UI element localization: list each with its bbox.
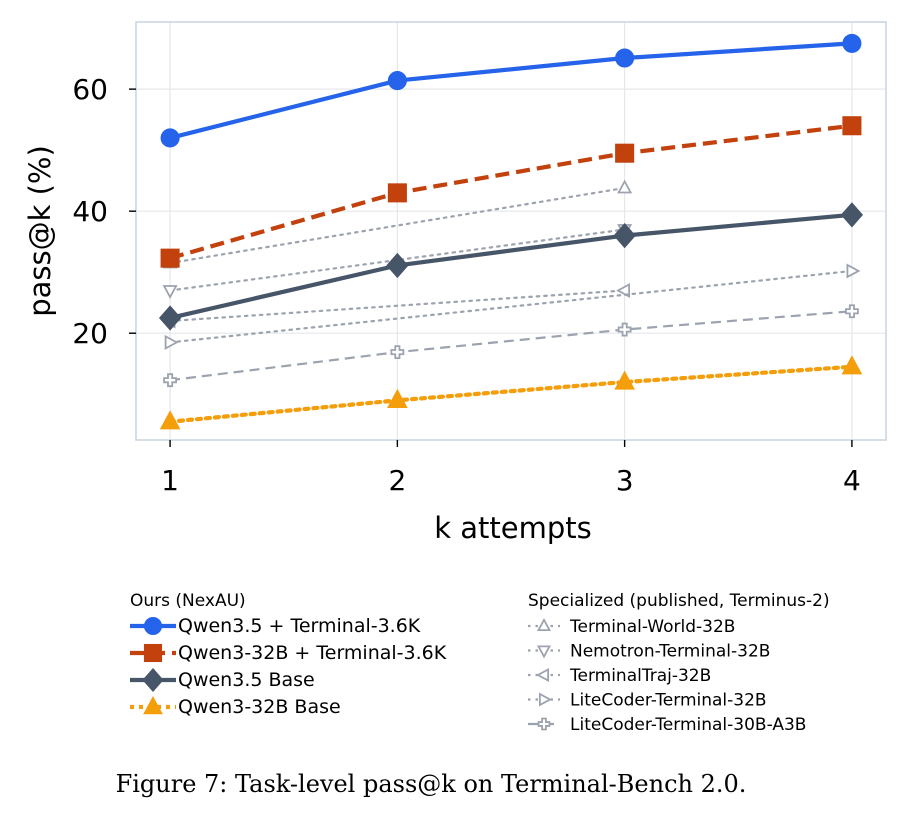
legend-marker bbox=[538, 692, 552, 707]
data-point bbox=[613, 222, 636, 249]
legend-label: Qwen3.5 + Terminal-3.6K bbox=[178, 615, 421, 637]
series-1 bbox=[160, 116, 862, 268]
data-point bbox=[159, 410, 181, 430]
data-point bbox=[387, 388, 408, 408]
data-point bbox=[387, 183, 407, 203]
y-axis-label: pass@k (%) bbox=[23, 145, 57, 317]
pass-at-k-chart: 1 2 3 4 20 40 60 k attempts pass@k (%) Ours (Nex… bbox=[23, 21, 887, 735]
x-tick-label: 2 bbox=[388, 464, 406, 497]
legend-label: TerminalTraj-32B bbox=[569, 666, 711, 686]
legend-marker bbox=[142, 667, 164, 693]
data-point bbox=[615, 143, 635, 163]
data-point bbox=[162, 285, 178, 299]
x-tick-label: 1 bbox=[161, 464, 179, 497]
data-point bbox=[842, 33, 862, 53]
legend-group-0: Ours (NexAU) Qwen3.5 + Terminal-3.6K Qwen3… bbox=[130, 591, 447, 718]
series-2 bbox=[158, 202, 864, 331]
legend-label: LiteCoder-Terminal-32B bbox=[570, 691, 767, 711]
legend-title: Ours (NexAU) bbox=[130, 591, 246, 611]
series-7 bbox=[164, 263, 861, 350]
legend-marker bbox=[143, 696, 163, 715]
legend-marker bbox=[536, 667, 550, 683]
x-axis-label: k attempts bbox=[434, 511, 592, 545]
data-point bbox=[617, 322, 632, 337]
series-8 bbox=[163, 304, 859, 388]
data-point bbox=[841, 355, 863, 375]
data-point bbox=[386, 252, 409, 279]
data-point bbox=[615, 48, 635, 68]
series-line bbox=[168, 228, 626, 292]
series-line bbox=[169, 123, 853, 261]
series-3 bbox=[159, 355, 863, 430]
data-point bbox=[840, 202, 864, 228]
y-tick-label: 20 bbox=[72, 317, 108, 350]
legend-marker bbox=[537, 717, 551, 731]
legend-marker bbox=[536, 645, 552, 659]
data-point bbox=[617, 179, 633, 194]
legend-label: Terminal-World-32B bbox=[569, 617, 735, 637]
series-line bbox=[168, 186, 626, 265]
data-point bbox=[387, 71, 407, 91]
x-tick-label: 3 bbox=[616, 464, 634, 497]
legend-group-1: Specialized (published, Terminus-2) Termi… bbox=[528, 591, 830, 735]
data-point bbox=[158, 305, 182, 331]
plot-area bbox=[136, 22, 886, 440]
data-point bbox=[846, 263, 861, 279]
series-line bbox=[167, 364, 855, 424]
data-point bbox=[164, 334, 179, 350]
series-line bbox=[169, 310, 852, 382]
series-line bbox=[169, 41, 853, 140]
series-line bbox=[169, 212, 853, 321]
legend-marker bbox=[143, 616, 163, 636]
figure-caption: Figure 7: Task-level pass@k on Terminal-… bbox=[115, 770, 747, 798]
series-0 bbox=[160, 33, 862, 148]
data-point bbox=[160, 248, 180, 268]
data-point bbox=[390, 345, 405, 360]
plot-frame bbox=[135, 21, 887, 441]
legend-label: Nemotron-Terminal-32B bbox=[570, 642, 770, 662]
legend-label: Qwen3-32B + Terminal-3.6K bbox=[178, 642, 447, 664]
data-point bbox=[842, 116, 862, 136]
y-tick-label: 60 bbox=[72, 73, 108, 106]
legend-label: Qwen3-32B Base bbox=[178, 696, 341, 718]
legend-marker bbox=[536, 618, 552, 632]
data-point bbox=[614, 370, 635, 390]
series-line bbox=[168, 269, 854, 344]
legend-title: Specialized (published, Terminus-2) bbox=[528, 591, 830, 611]
x-tick-label: 4 bbox=[843, 464, 861, 497]
series-line bbox=[168, 289, 626, 323]
legend-marker bbox=[143, 643, 163, 663]
legend-label: LiteCoder-Terminal-30B-A3B bbox=[570, 715, 806, 735]
data-point bbox=[163, 373, 177, 388]
data-point bbox=[845, 304, 859, 319]
y-tick-label: 40 bbox=[72, 195, 108, 228]
legend-label: Qwen3.5 Base bbox=[178, 669, 315, 691]
data-point bbox=[160, 128, 180, 148]
